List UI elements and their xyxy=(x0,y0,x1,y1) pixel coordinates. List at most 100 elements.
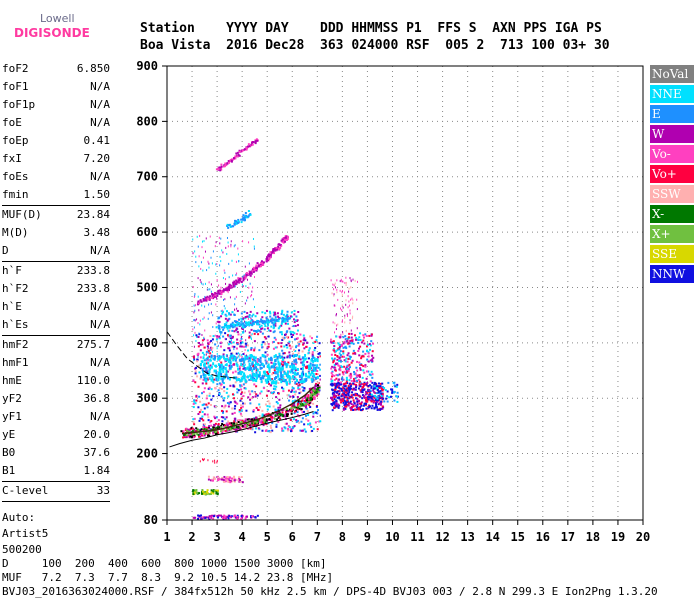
echo-dot xyxy=(242,317,245,320)
legend-item: W xyxy=(650,125,694,143)
echo-dot xyxy=(366,400,369,403)
echo-dot xyxy=(253,340,256,343)
echo-dot xyxy=(302,372,305,375)
echo-dot xyxy=(251,422,254,425)
echo-dot xyxy=(303,428,306,431)
echo-dot xyxy=(237,426,240,429)
echo-dot xyxy=(281,336,284,339)
echo-dot xyxy=(267,357,270,361)
echo-dot xyxy=(252,372,255,376)
echo-dot xyxy=(309,362,312,366)
echo-dot xyxy=(333,304,335,307)
echo-dot xyxy=(282,337,285,340)
echo-dot xyxy=(284,379,287,383)
echo-dot xyxy=(294,393,297,396)
echo-dot xyxy=(224,515,227,518)
echo-dot xyxy=(304,430,307,433)
echo-dot xyxy=(359,385,362,388)
echo-dot xyxy=(318,342,321,345)
echo-dot xyxy=(233,355,236,359)
echo-dot xyxy=(216,352,218,355)
echo-dot xyxy=(242,322,245,325)
echo-dot xyxy=(183,436,186,439)
echo-dot xyxy=(250,295,252,298)
echo-dot xyxy=(229,480,232,483)
echo-dot xyxy=(254,420,257,423)
echo-dot xyxy=(247,427,250,430)
param-label: foF2 xyxy=(2,62,29,75)
echo-dot xyxy=(265,413,268,416)
echo-dot xyxy=(310,377,313,381)
echo-dot xyxy=(334,386,337,389)
echo-dot xyxy=(279,355,282,359)
echo-dot xyxy=(203,458,205,461)
echo-dot xyxy=(371,404,374,407)
echo-dot xyxy=(207,346,209,349)
echo-dot xyxy=(220,409,223,412)
echo-dot xyxy=(277,409,280,412)
echo-dot xyxy=(256,514,259,517)
echo-dot xyxy=(371,381,374,384)
echo-dot xyxy=(234,381,237,384)
echo-dot xyxy=(279,362,282,366)
echo-dot xyxy=(236,515,239,518)
echo-dot xyxy=(355,384,358,387)
echo-dot xyxy=(225,246,227,249)
x-tick-label: 4 xyxy=(239,530,246,544)
echo-dot xyxy=(355,397,358,400)
echo-dot xyxy=(277,406,280,409)
echo-dot xyxy=(342,394,345,397)
echo-dot xyxy=(372,389,375,392)
echo-dot xyxy=(335,399,338,402)
echo-dot xyxy=(219,242,221,245)
echo-dot xyxy=(264,351,267,354)
echo-dot xyxy=(359,367,362,370)
echo-dot xyxy=(278,325,281,328)
echo-dot xyxy=(347,392,350,395)
echo-dot xyxy=(260,327,263,330)
echo-dot xyxy=(311,351,314,354)
echo-dot xyxy=(222,335,225,338)
echo-dot xyxy=(368,343,371,346)
echo-dot xyxy=(307,357,310,360)
echo-dot xyxy=(223,376,226,380)
echo-dot xyxy=(195,340,197,343)
echo-dot xyxy=(351,297,353,300)
echo-dot xyxy=(334,369,337,372)
echo-dot xyxy=(337,384,340,387)
echo-dot xyxy=(242,367,245,370)
echo-dot xyxy=(294,324,297,327)
param-row: h`E N/A xyxy=(2,298,110,316)
param-row: hmE 110.0 xyxy=(2,372,110,390)
echo-dot xyxy=(319,414,322,417)
echo-dot xyxy=(284,412,287,415)
echo-dot xyxy=(201,516,204,519)
echo-dot xyxy=(360,341,363,344)
echo-dot xyxy=(218,368,221,372)
echo-dot xyxy=(248,315,251,318)
echo-dot xyxy=(233,245,235,248)
echo-dot xyxy=(332,342,335,345)
echo-dot xyxy=(378,402,381,405)
echo-dot xyxy=(363,388,366,391)
echo-dot xyxy=(224,360,226,363)
echo-dot xyxy=(286,375,289,379)
echo-dot xyxy=(306,361,309,364)
echo-dot xyxy=(240,337,243,340)
echo-dot xyxy=(262,340,265,343)
echo-dot xyxy=(288,344,291,347)
echo-dot xyxy=(305,418,308,421)
echo-dot xyxy=(193,326,195,329)
echo-dot xyxy=(297,402,300,405)
echo-dot xyxy=(240,391,243,394)
echo-dot xyxy=(345,341,347,344)
echo-dot xyxy=(333,357,336,360)
echo-dot xyxy=(221,430,224,433)
echo-dot xyxy=(244,211,247,214)
echo-dot xyxy=(227,343,230,346)
echo-dot xyxy=(226,310,229,313)
echo-dot xyxy=(302,404,305,407)
echo-dot xyxy=(248,314,251,317)
echo-dot xyxy=(356,369,359,372)
echo-dot xyxy=(226,387,229,390)
